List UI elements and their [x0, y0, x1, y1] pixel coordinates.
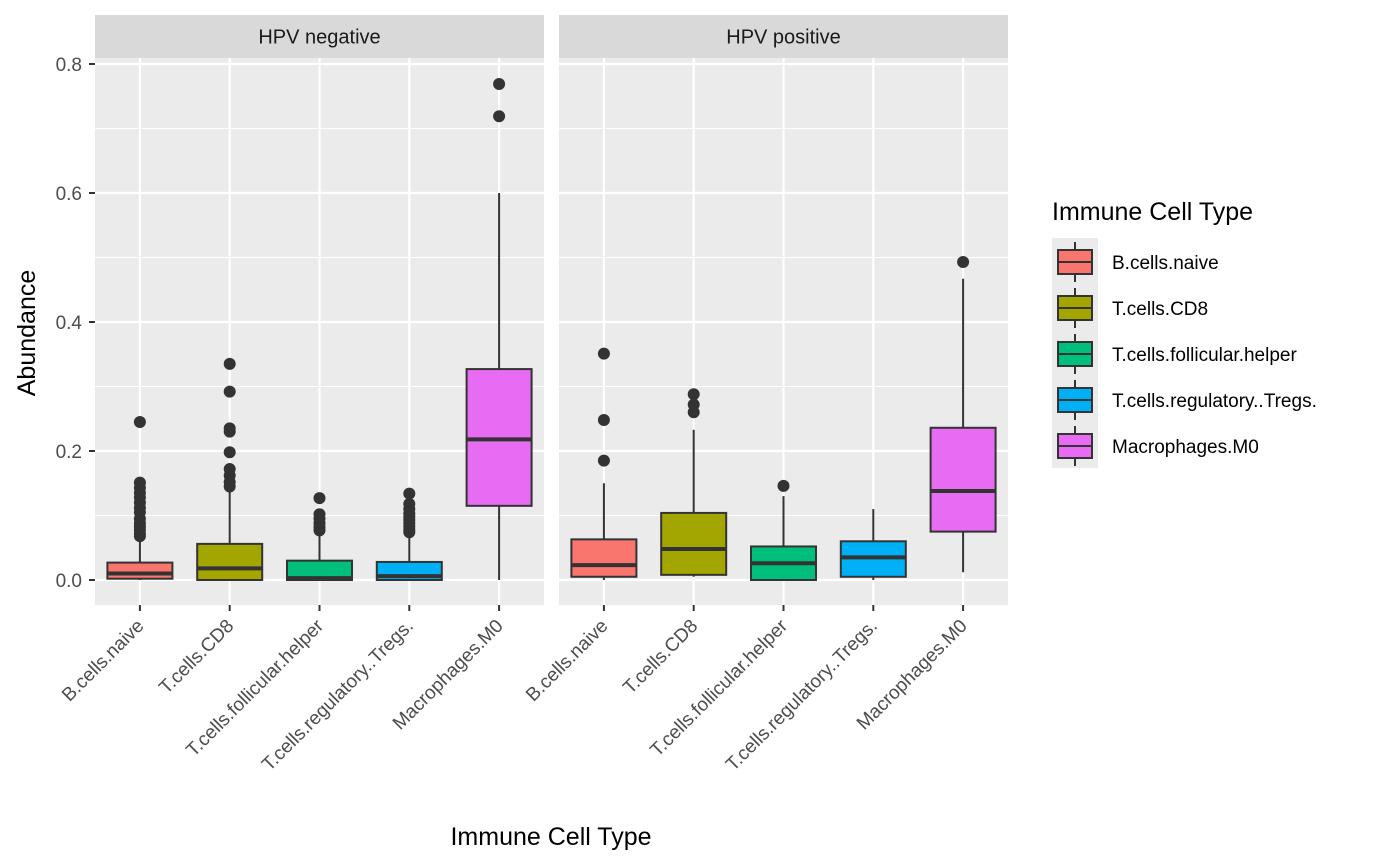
legend-item: T.cells.regulatory..Tregs.	[1057, 380, 1317, 420]
box-body	[106, 561, 174, 580]
y-axis-title: Abundance	[13, 270, 41, 397]
box-body	[570, 538, 638, 578]
outlier-point	[403, 487, 416, 500]
y-tick-label: 0.2	[56, 442, 82, 463]
y-tick-label: 0.4	[56, 313, 83, 334]
x-tick-label: T.cells.CD8	[619, 616, 702, 699]
panel-0: HPV negative B.cells.naive T.cells.CD8T.ce…	[58, 15, 544, 775]
outlier-point	[223, 357, 236, 370]
y-tick-label: 0.8	[56, 55, 82, 76]
outlier-point	[493, 77, 506, 90]
legend-item: T.cells.CD8	[1057, 288, 1208, 328]
y-tick-label: 0.6	[56, 184, 82, 205]
outlier-point	[957, 256, 970, 269]
outlier-point	[133, 415, 146, 428]
outlier-point	[597, 347, 610, 360]
outlier-point	[223, 446, 236, 459]
facet-strip	[559, 15, 1008, 58]
x-tick-label: B.cells.naive	[58, 616, 148, 706]
legend-label: T.cells.regulatory..Tregs.	[1112, 391, 1317, 412]
box-body	[196, 542, 264, 582]
facet-label: HPV negative	[258, 27, 380, 49]
outlier-point	[313, 492, 326, 505]
box-body	[929, 426, 997, 533]
outlier-point	[597, 454, 610, 467]
outlier-point	[597, 414, 610, 427]
outlier-point	[223, 422, 236, 435]
x-tick-label: T.cells.CD8	[155, 616, 238, 699]
x-axis-title: Immune Cell Type	[450, 823, 651, 851]
outlier-point	[133, 476, 146, 489]
legend: Immune Cell Type B.cells.naive T.cells.CD…	[1052, 198, 1317, 468]
legend-item: B.cells.naive	[1057, 242, 1219, 282]
outlier-point	[687, 388, 700, 401]
outlier-point	[687, 398, 700, 411]
outlier-point	[313, 508, 326, 521]
facet-strip	[95, 15, 544, 58]
outlier-point	[777, 479, 790, 492]
legend-label: Macrophages.M0	[1112, 437, 1259, 458]
x-tick-label: T.cells.regulatory..Tregs.	[258, 616, 418, 776]
legend-label: B.cells.naive	[1112, 253, 1219, 274]
facet-label: HPV positive	[726, 27, 841, 49]
legend-title: Immune Cell Type	[1052, 198, 1253, 226]
box-body	[660, 511, 728, 576]
outlier-point	[223, 385, 236, 398]
outlier-point	[493, 110, 506, 123]
y-tick-label: 0.0	[56, 571, 82, 592]
legend-label: T.cells.follicular.helper	[1112, 345, 1297, 366]
legend-label: T.cells.CD8	[1112, 299, 1208, 320]
y-axis: 0.0 0.2 0.4 0.6 0.8	[56, 55, 95, 592]
legend-item: Macrophages.M0	[1057, 426, 1259, 466]
x-tick-label: T.cells.regulatory..Tregs.	[722, 616, 882, 776]
outlier-point	[223, 463, 236, 476]
panel-1: HPV positive B.cells.naive T.cells.CD8T.ce…	[522, 15, 1008, 775]
x-tick-label: B.cells.naive	[522, 616, 612, 706]
legend-item: T.cells.follicular.helper	[1057, 334, 1297, 374]
outlier-point	[403, 497, 416, 510]
